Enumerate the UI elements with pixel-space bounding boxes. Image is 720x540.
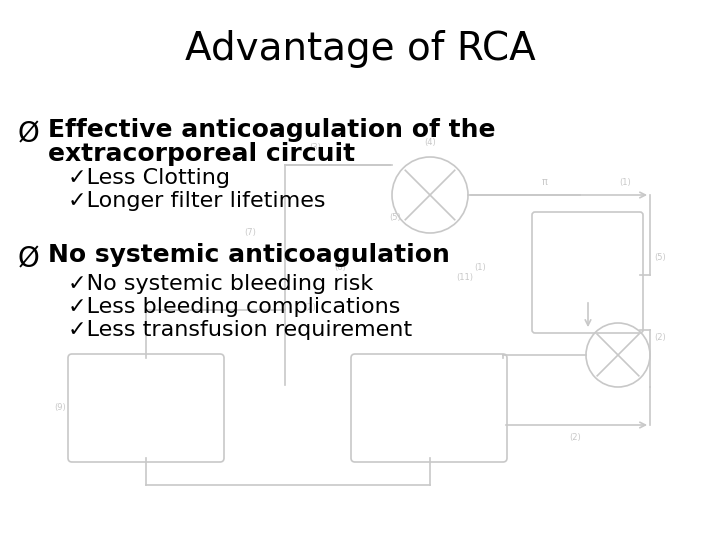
Text: ✓Less transfusion requirement: ✓Less transfusion requirement [68,320,412,340]
Text: π: π [542,177,548,187]
Text: ✓No systemic bleeding risk: ✓No systemic bleeding risk [68,274,373,294]
Text: (11): (11) [456,273,474,282]
Text: ✓Less Clotting: ✓Less Clotting [68,168,230,188]
Text: Advantage of RCA: Advantage of RCA [184,30,536,68]
Text: Ø: Ø [18,245,40,273]
Text: ✓Less bleeding complications: ✓Less bleeding complications [68,297,400,317]
Text: (3): (3) [309,143,321,152]
Text: (7): (7) [244,228,256,237]
Text: (5): (5) [389,213,401,222]
Text: (2): (2) [569,433,581,442]
Text: (1): (1) [474,263,486,272]
Text: (1): (1) [619,178,631,187]
Text: (4): (4) [424,138,436,147]
Text: ✓Longer filter lifetimes: ✓Longer filter lifetimes [68,191,325,211]
Text: Ø: Ø [18,120,40,148]
Text: (6): (6) [334,263,346,272]
Text: (9): (9) [54,403,66,412]
Text: Effective anticoagulation of the: Effective anticoagulation of the [48,118,495,142]
Text: No systemic anticoagulation: No systemic anticoagulation [48,243,450,267]
Text: (2): (2) [654,333,666,342]
Text: extracorporeal circuit: extracorporeal circuit [48,142,355,166]
Text: (5): (5) [654,253,666,262]
Text: (2): (2) [304,303,316,312]
